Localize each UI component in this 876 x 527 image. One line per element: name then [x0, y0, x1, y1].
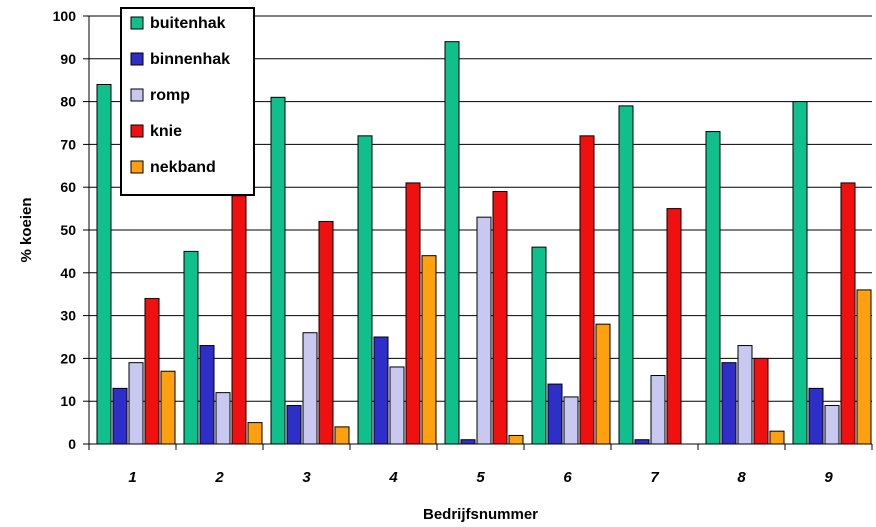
- x-tick-label: 2: [214, 469, 224, 486]
- x-tick-label: 5: [476, 469, 485, 486]
- legend-label-binnenhak: binnenhak: [150, 51, 230, 68]
- bar-romp-2: [215, 392, 231, 445]
- y-tick-label: 80: [60, 94, 76, 110]
- x-axis-ticks: 1 2 3 4 5 6 7 8 9: [88, 444, 873, 486]
- bar-knie-3: [318, 220, 334, 445]
- bar-binnenhak-8: [721, 362, 737, 445]
- legend-swatch-romp: [130, 88, 144, 102]
- x-tick-label: 8: [737, 469, 746, 486]
- bar-buitenhak-7: [618, 105, 634, 445]
- bar-romp-5: [476, 216, 492, 445]
- bar-buitenhak-2: [183, 250, 199, 445]
- legend-swatch-knie: [130, 124, 144, 138]
- bar-romp-3: [302, 332, 318, 445]
- bar-romp-1: [128, 362, 144, 445]
- bar-buitenhak-9: [792, 101, 808, 445]
- y-tick-label: 10: [60, 393, 76, 409]
- y-axis-title: % koeien: [18, 197, 35, 262]
- y-tick-label: 20: [60, 350, 76, 366]
- bar-romp-9: [824, 404, 840, 445]
- bars: [96, 41, 872, 445]
- y-tick-label: 70: [60, 136, 76, 152]
- bar-knie-8: [753, 357, 769, 445]
- x-tick-label: 7: [650, 469, 659, 486]
- bar-knie-4: [405, 182, 421, 445]
- legend-swatch-nekband: [130, 160, 144, 174]
- y-axis-ticks: 0 10 20 30 40 50 60 70 80 90 100: [53, 8, 89, 452]
- bar-nekband-5: [508, 434, 524, 445]
- axes: [88, 16, 872, 445]
- y-tick-label: 100: [53, 8, 77, 24]
- bar-binnenhak-6: [547, 383, 563, 445]
- bar-romp-8: [737, 345, 753, 445]
- bar-binnenhak-9: [808, 387, 824, 445]
- y-tick-label: 60: [60, 179, 76, 195]
- bar-binnenhak-1: [112, 387, 128, 445]
- legend-label-knie: knie: [150, 123, 182, 140]
- legend-label-romp: romp: [150, 87, 190, 104]
- x-tick-label: 9: [824, 469, 833, 486]
- bar-knie-1: [144, 297, 160, 445]
- bar-buitenhak-3: [270, 96, 286, 445]
- bar-romp-4: [389, 366, 405, 445]
- x-axis-title: Bedrijfsnummer: [423, 506, 538, 523]
- bar-nekband-2: [247, 422, 263, 445]
- x-tick-label: 1: [128, 469, 136, 486]
- bar-buitenhak-8: [705, 131, 721, 445]
- y-tick-label: 0: [68, 436, 76, 452]
- bar-knie-5: [492, 190, 508, 445]
- legend-swatch-binnenhak: [130, 52, 144, 66]
- bar-nekband-9: [856, 289, 872, 445]
- bar-buitenhak-4: [357, 135, 373, 445]
- y-tick-label: 90: [60, 51, 76, 67]
- bar-binnenhak-4: [373, 336, 389, 445]
- y-tick-label: 50: [60, 222, 76, 238]
- y-tick-label: 40: [60, 265, 76, 281]
- x-tick-label: 4: [388, 469, 398, 486]
- bar-nekband-6: [595, 323, 611, 445]
- bar-binnenhak-3: [286, 404, 302, 445]
- legend: buitenhak binnenhak romp knie nekband: [120, 7, 255, 196]
- legend-label-nekband: nekband: [150, 159, 216, 176]
- bar-knie-6: [579, 135, 595, 445]
- bar-knie-9: [840, 182, 856, 445]
- bar-binnenhak-2: [199, 345, 215, 445]
- bar-nekband-8: [769, 430, 785, 445]
- bar-knie-2: [231, 195, 247, 445]
- bar-buitenhak-6: [531, 246, 547, 445]
- bar-buitenhak-5: [444, 41, 460, 445]
- bar-nekband-3: [334, 426, 350, 445]
- bar-romp-6: [563, 396, 579, 445]
- x-tick-label: 3: [302, 469, 311, 486]
- bar-binnenhak-5: [460, 439, 476, 445]
- bar-nekband-4: [421, 255, 437, 445]
- legend-label-buitenhak: buitenhak: [150, 15, 226, 32]
- y-tick-label: 30: [60, 308, 76, 324]
- bar-knie-7: [666, 208, 682, 445]
- x-tick-label: 6: [563, 469, 572, 486]
- bar-buitenhak-1: [96, 83, 112, 445]
- bar-binnenhak-7: [634, 439, 650, 445]
- legend-swatch-buitenhak: [130, 16, 144, 30]
- bar-nekband-1: [160, 370, 176, 445]
- bar-romp-7: [650, 375, 666, 445]
